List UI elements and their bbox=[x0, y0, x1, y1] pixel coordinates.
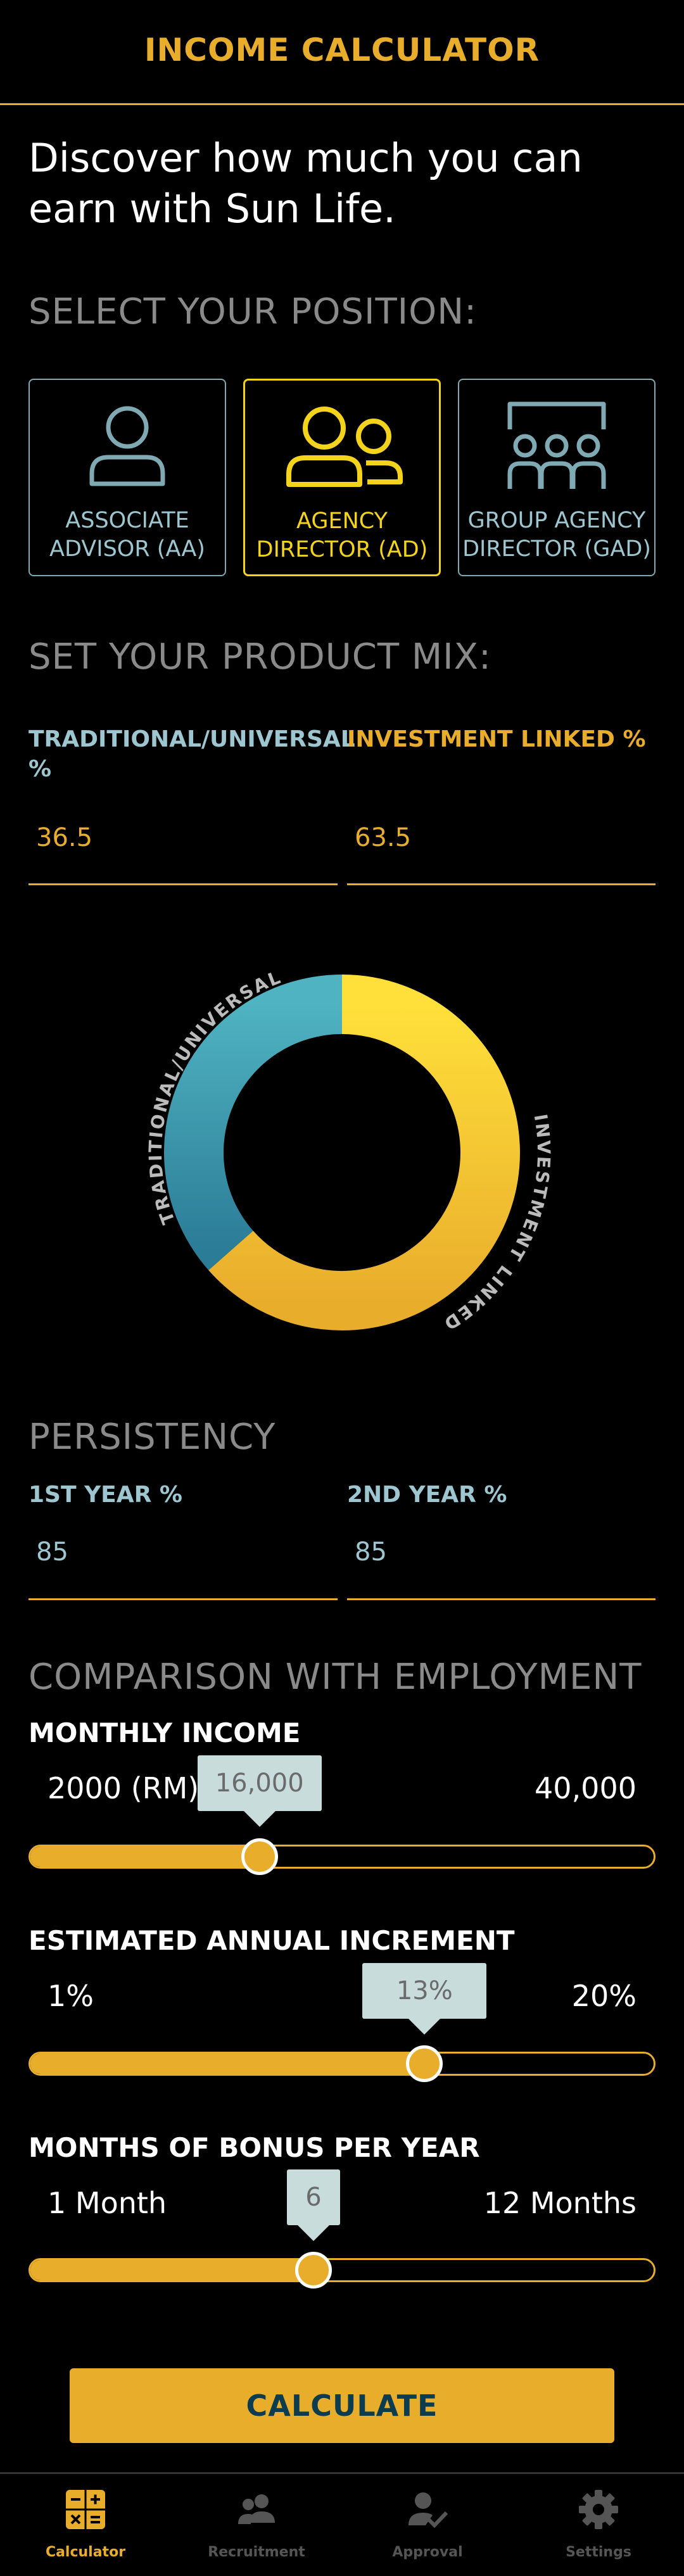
nav-recruitment-label: Recruitment bbox=[208, 2544, 305, 2560]
monthly-income-label: MONTHLY INCOME bbox=[28, 1717, 301, 1748]
monthly-income-max: 40,000 bbox=[535, 1771, 636, 1805]
bottom-nav-divider bbox=[0, 2472, 684, 2474]
bonus-months-max: 12 Months bbox=[483, 2186, 636, 2220]
first-year-input[interactable]: 85 bbox=[36, 1537, 68, 1567]
persistency-title: PERSISTENCY bbox=[28, 1417, 276, 1458]
investment-linked-slice bbox=[208, 975, 520, 1330]
position-aa-card[interactable]: ASSOCIATE ADVISOR (AA) bbox=[28, 379, 226, 576]
nav-calculator-label: Calculator bbox=[45, 2544, 126, 2560]
header-divider bbox=[0, 103, 684, 105]
second-year-label: 2ND YEAR % bbox=[347, 1482, 507, 1508]
bonus-months-thumb[interactable] bbox=[294, 2252, 332, 2289]
monthly-income-fill bbox=[30, 1847, 262, 1867]
annual-increment-max: 20% bbox=[571, 1979, 636, 2013]
people-icon bbox=[238, 2494, 275, 2524]
nav-approval-label: Approval bbox=[392, 2544, 463, 2560]
monthly-income-min: 2000 (RM) bbox=[48, 1771, 200, 1805]
annual-increment-label: ESTIMATED ANNUAL INCREMENT bbox=[28, 1925, 515, 1956]
traditional-underline bbox=[28, 883, 338, 885]
first-year-label: 1ST YEAR % bbox=[28, 1482, 182, 1508]
investment-label: INVESTMENT LINKED % bbox=[347, 726, 646, 752]
investment-input[interactable]: 63.5 bbox=[355, 823, 412, 852]
annual-increment-min: 1% bbox=[48, 1979, 94, 2013]
product-mix-donut-chart: TRADITIONAL/UNIVERSAL INVESTMENT LINKED bbox=[145, 966, 552, 1335]
bonus-months-min: 1 Month bbox=[48, 2186, 167, 2220]
group-presentation-icon bbox=[507, 401, 606, 489]
nav-calculator[interactable]: Calculator bbox=[0, 2489, 171, 2560]
two-people-icon bbox=[286, 407, 403, 487]
traditional-label: TRADITIONAL/UNIVERSAL % bbox=[28, 726, 355, 782]
position-section-title: SELECT YOUR POSITION: bbox=[28, 291, 478, 332]
calculator-icon bbox=[66, 2490, 105, 2529]
nav-approval[interactable]: Approval bbox=[342, 2489, 513, 2560]
first-year-underline bbox=[28, 1598, 338, 1600]
position-gad-card[interactable]: GROUP AGENCY DIRECTOR (GAD) bbox=[458, 379, 656, 576]
traditional-input[interactable]: 36.5 bbox=[36, 823, 93, 852]
calculate-button[interactable]: CALCULATE bbox=[70, 2368, 614, 2443]
monthly-income-value-bubble: 16,000 bbox=[197, 1755, 322, 1827]
person-check-icon bbox=[408, 2492, 448, 2529]
position-aa-label: ASSOCIATE ADVISOR (AA) bbox=[49, 508, 205, 562]
bonus-months-label: MONTHS OF BONUS PER YEAR bbox=[28, 2132, 480, 2163]
position-ad-label: AGENCY DIRECTOR (AD) bbox=[256, 508, 428, 562]
monthly-income-track[interactable] bbox=[28, 1845, 656, 1869]
bonus-months-fill bbox=[30, 2260, 315, 2280]
bonus-months-value-bubble: 6 bbox=[286, 2169, 340, 2241]
annual-increment-track[interactable] bbox=[28, 2052, 656, 2076]
annual-increment-thumb[interactable] bbox=[406, 2045, 443, 2082]
second-year-input[interactable]: 85 bbox=[355, 1537, 387, 1567]
second-year-underline bbox=[347, 1598, 656, 1600]
nav-settings[interactable]: Settings bbox=[513, 2489, 684, 2560]
annual-increment-fill bbox=[30, 2054, 427, 2074]
comparison-title: COMPARISON WITH EMPLOYMENT bbox=[28, 1657, 642, 1698]
position-gad-label: GROUP AGENCY DIRECTOR (GAD) bbox=[462, 508, 651, 562]
product-mix-title: SET YOUR PRODUCT MIX: bbox=[28, 636, 491, 678]
single-person-icon bbox=[89, 406, 165, 486]
monthly-income-thumb[interactable] bbox=[241, 1838, 278, 1875]
traditional-universal-slice bbox=[164, 975, 343, 1270]
intro-text: Discover how much you can earn with Sun … bbox=[28, 135, 583, 232]
nav-recruitment[interactable]: Recruitment bbox=[171, 2489, 342, 2560]
investment-underline bbox=[347, 883, 656, 885]
bonus-months-track[interactable] bbox=[28, 2258, 656, 2282]
position-ad-card[interactable]: AGENCY DIRECTOR (AD) bbox=[243, 379, 441, 576]
nav-settings-label: Settings bbox=[566, 2544, 631, 2560]
gear-icon bbox=[579, 2490, 618, 2529]
page-title: INCOME CALCULATOR bbox=[144, 32, 540, 68]
annual-increment-value-bubble: 13% bbox=[362, 1963, 487, 2035]
